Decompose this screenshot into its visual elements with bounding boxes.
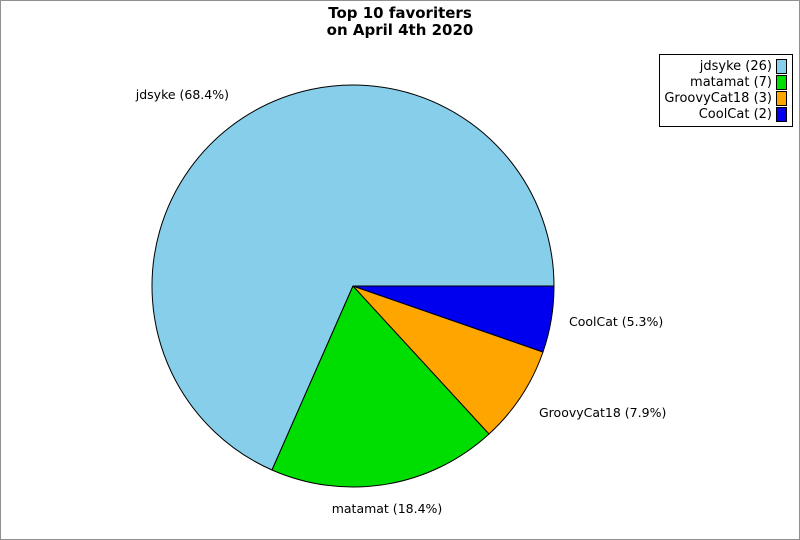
slice-label-coolcat: CoolCat (5.3%) bbox=[569, 314, 663, 329]
slice-label-matamat: matamat (18.4%) bbox=[332, 501, 443, 516]
legend-swatch-rect bbox=[776, 59, 787, 74]
pie-slice-groovycat18 bbox=[352, 285, 544, 435]
chart-title-line-2: on April 4th 2020 bbox=[326, 21, 474, 39]
legend-swatch-coolcat bbox=[776, 107, 787, 122]
chart-title: Top 10 favoriters on April 4th 2020 bbox=[1, 5, 799, 39]
pie-slice-coolcat bbox=[352, 285, 555, 353]
legend-swatch-rect bbox=[776, 107, 787, 122]
pie-slice-matamat bbox=[271, 285, 490, 488]
legend-item-coolcat: CoolCat (2) bbox=[664, 107, 787, 122]
legend: jdsyke (26) matamat (7) GroovyCat18 (3) … bbox=[659, 54, 793, 127]
legend-item-jdsyke: jdsyke (26) bbox=[664, 59, 787, 74]
legend-item-groovycat18: GroovyCat18 (3) bbox=[664, 91, 787, 106]
slice-label-jdsyke: jdsyke (68.4%) bbox=[135, 87, 229, 102]
legend-swatch-rect bbox=[776, 91, 787, 106]
chart-title-line-1: Top 10 favoriters bbox=[328, 4, 472, 22]
legend-label-jdsyke: jdsyke (26) bbox=[699, 59, 772, 74]
pie-slice-jdsyke bbox=[151, 84, 555, 471]
legend-label-matamat: matamat (7) bbox=[690, 75, 772, 90]
legend-swatch-groovycat18 bbox=[776, 91, 787, 106]
legend-label-groovycat18: GroovyCat18 (3) bbox=[664, 91, 772, 106]
legend-swatch-jdsyke bbox=[776, 59, 787, 74]
legend-swatch-matamat bbox=[776, 75, 787, 90]
legend-label-coolcat: CoolCat (2) bbox=[698, 107, 772, 122]
legend-swatch-rect bbox=[776, 75, 787, 90]
legend-item-matamat: matamat (7) bbox=[664, 75, 787, 90]
slice-label-groovycat18: GroovyCat18 (7.9%) bbox=[539, 405, 666, 420]
